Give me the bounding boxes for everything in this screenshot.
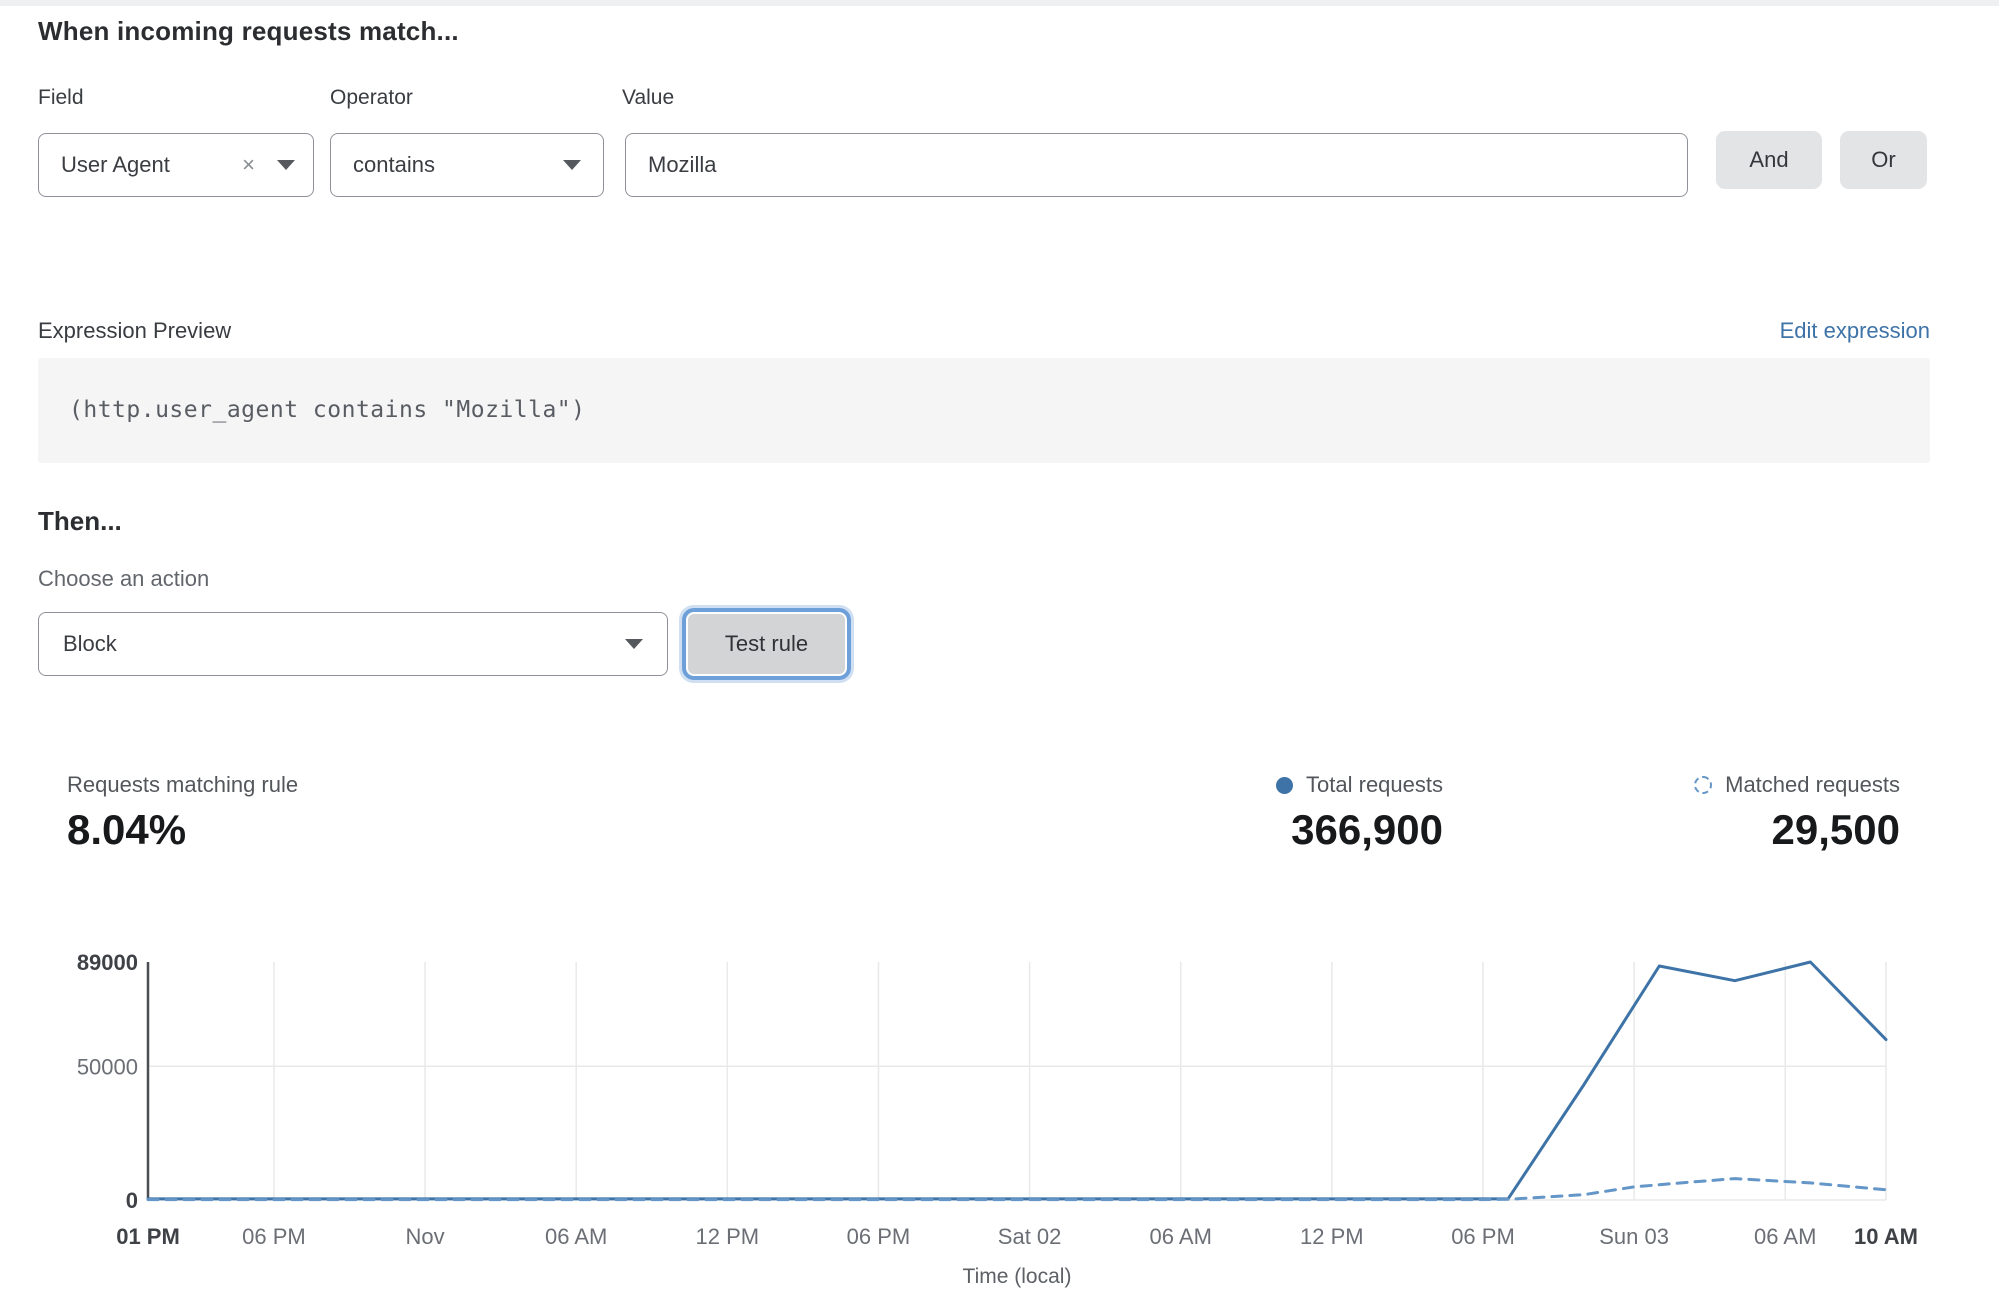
svg-text:Nov: Nov [406,1224,445,1249]
chevron-down-icon [277,160,295,170]
svg-text:10 AM: 10 AM [1854,1224,1918,1249]
requests-matching-value: 8.04% [67,806,187,853]
matched-requests-stat: Matched requests 29,500 [1694,772,1900,854]
value-input[interactable] [625,133,1688,197]
edit-expression-link[interactable]: Edit expression [1779,318,1930,343]
matched-requests-label: Matched requests [1725,772,1900,797]
svg-text:06 PM: 06 PM [847,1224,911,1249]
svg-text:06 AM: 06 AM [1150,1224,1212,1249]
svg-text:89000: 89000 [77,950,138,975]
top-divider [0,0,1999,6]
page-title: When incoming requests match... [38,16,459,46]
chevron-down-icon [625,639,643,649]
svg-text:06 PM: 06 PM [1451,1224,1515,1249]
value-label: Value [622,86,675,109]
svg-text:Time (local): Time (local) [963,1265,1072,1288]
svg-text:Sun 03: Sun 03 [1599,1224,1669,1249]
action-select-value: Block [63,631,117,656]
operator-label: Operator [330,86,413,109]
field-label: Field [38,86,84,109]
svg-text:01 PM: 01 PM [116,1224,180,1249]
field-select-value: User Agent [61,152,170,177]
expression-preview-label: Expression Preview [38,318,232,343]
svg-text:12 PM: 12 PM [1300,1224,1364,1249]
choose-action-label: Choose an action [38,566,210,591]
requests-chart: 0 50000 89000 01 PM 06 PM Nov 06 AM 12 PM 06 PM S… [77,950,1918,1288]
svg-text:12 PM: 12 PM [696,1224,760,1249]
svg-text:06 AM: 06 AM [545,1224,607,1249]
requests-matching-label: Requests matching rule [67,772,299,797]
or-button[interactable]: Or [1840,131,1927,189]
chevron-down-icon [563,160,581,170]
svg-text:06 AM: 06 AM [1754,1224,1816,1249]
field-select[interactable]: User Agent × [38,133,314,197]
expression-code: (http.user_agent contains "Mozilla") [69,397,586,423]
svg-text:06 PM: 06 PM [242,1224,306,1249]
matched-requests-dashed-circle-icon [1694,776,1713,794]
clear-field-icon[interactable]: × [242,152,255,177]
svg-text:0: 0 [126,1188,138,1213]
svg-text:Sat 02: Sat 02 [998,1224,1062,1249]
then-heading: Then... [38,506,122,536]
operator-select-value: contains [353,152,435,177]
action-select[interactable]: Block [38,612,668,676]
total-requests-label: Total requests [1306,772,1443,797]
svg-text:50000: 50000 [77,1054,138,1079]
requests-matching-stat: Requests matching rule 8.04% [67,772,298,854]
operator-select[interactable]: contains [330,133,604,197]
total-requests-value: 366,900 [1291,806,1443,853]
total-requests-dot-icon [1276,776,1294,794]
test-rule-button[interactable]: Test rule [688,614,845,674]
and-button[interactable]: And [1716,131,1822,189]
total-requests-stat: Total requests 366,900 [1276,772,1443,854]
matched-requests-value: 29,500 [1771,806,1900,853]
expression-code-box [38,358,1930,463]
